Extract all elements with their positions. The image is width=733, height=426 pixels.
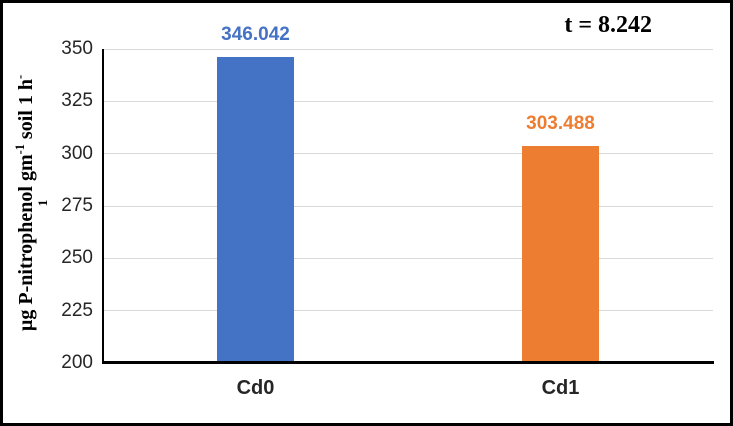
bar-value-label-Cd1: 303.488 xyxy=(526,113,595,135)
bar-Cd1[interactable] xyxy=(522,146,599,363)
gridline-y-350 xyxy=(103,48,713,50)
y-axis-line xyxy=(102,49,104,363)
y-axis-tick-label-300: 300 xyxy=(61,142,93,164)
x-axis-tick-label-Cd0: Cd0 xyxy=(236,377,275,399)
y-axis-tick-label-225: 225 xyxy=(61,299,93,321)
y-axis-tick-label-200: 200 xyxy=(61,352,93,373)
superscript: -1 xyxy=(13,144,28,155)
y-axis-tick-label-275: 275 xyxy=(61,195,93,216)
gridline-y-275 xyxy=(103,205,713,207)
y-axis-tick-label-350: 350 xyxy=(61,38,93,59)
bar-Cd0[interactable] xyxy=(217,57,294,363)
gridline-y-250 xyxy=(103,257,713,259)
x-axis-line xyxy=(102,361,714,364)
t-statistic-annotation: t = 8.242 xyxy=(564,12,652,38)
gridline-y-300 xyxy=(103,153,713,155)
y-axis-tick-label-325: 325 xyxy=(61,90,93,112)
bar-value-label-Cd0: 346.042 xyxy=(221,24,290,46)
superscript: - xyxy=(13,74,28,80)
y-axis-tick-label-250: 250 xyxy=(61,247,93,269)
x-axis-tick-label-Cd1: Cd1 xyxy=(541,377,580,399)
gridline-y-325 xyxy=(103,100,713,102)
gridline-y-225 xyxy=(103,310,713,312)
